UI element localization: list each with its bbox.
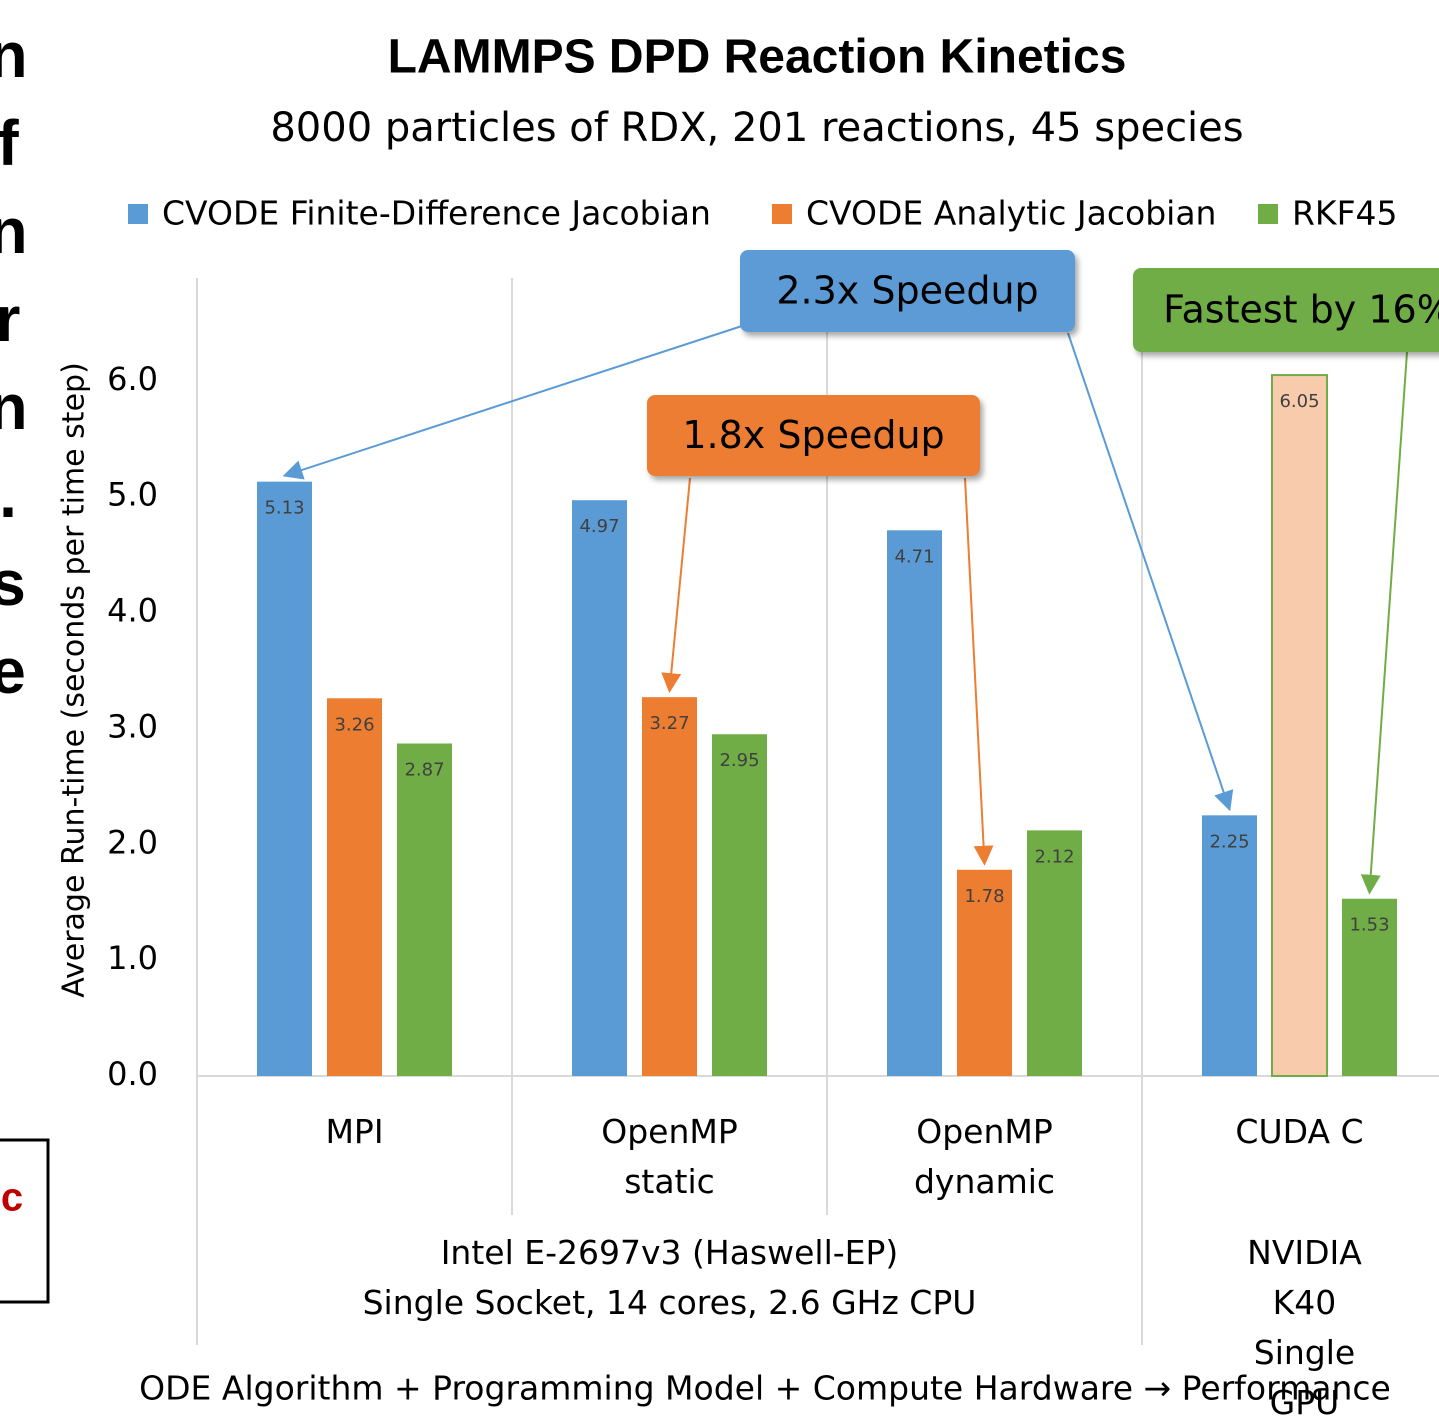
x-tick-label: OpenMP static bbox=[601, 1112, 738, 1201]
y-tick-label: 2.0 bbox=[107, 823, 158, 861]
chart-title: LAMMPS DPD Reaction Kinetics bbox=[388, 31, 1127, 84]
value-label: 2.12 bbox=[1034, 846, 1074, 867]
bar bbox=[327, 698, 382, 1076]
y-tick-label: 1.0 bbox=[107, 939, 158, 977]
bar bbox=[572, 500, 627, 1076]
bar bbox=[712, 734, 767, 1076]
bar bbox=[642, 697, 697, 1076]
value-label: 1.78 bbox=[964, 886, 1004, 907]
value-label: 1.53 bbox=[1349, 915, 1389, 936]
side-text: f bbox=[0, 107, 19, 179]
legend-swatch bbox=[128, 204, 148, 224]
group-label: NVIDIA K40 Single GPU bbox=[1247, 1233, 1362, 1422]
value-label: 2.95 bbox=[719, 750, 759, 771]
annotation-text: 2.3x Speedup bbox=[776, 269, 1038, 313]
bar bbox=[1202, 815, 1257, 1076]
legend-label: CVODE Analytic Jacobian bbox=[806, 194, 1216, 233]
y-tick-label: 6.0 bbox=[107, 360, 158, 398]
annotation-arrow bbox=[661, 477, 691, 694]
annotation-arrow bbox=[282, 324, 746, 480]
bar bbox=[397, 743, 452, 1076]
group-label: Intel E-2697v3 (Haswell-EP) Single Socke… bbox=[362, 1233, 977, 1322]
y-tick-label: 4.0 bbox=[107, 592, 158, 630]
side-text: r bbox=[0, 283, 20, 355]
annotation-text: Fastest by 16% bbox=[1163, 288, 1439, 332]
annotation-box bbox=[647, 395, 980, 476]
legend-label: CVODE Finite-Difference Jacobian bbox=[162, 194, 711, 233]
legend-label: RKF45 bbox=[1292, 194, 1398, 233]
legend-swatch bbox=[772, 204, 792, 224]
chart-subtitle: 8000 particles of RDX, 201 reactions, 45… bbox=[270, 105, 1243, 151]
bar bbox=[887, 530, 942, 1076]
side-text: n bbox=[0, 195, 28, 267]
side-box bbox=[0, 1138, 50, 1304]
y-tick-label: 0.0 bbox=[107, 1055, 158, 1093]
side-text: n bbox=[0, 371, 28, 443]
side-text: e bbox=[0, 635, 26, 707]
y-axis-label: Average Run-time (seconds per time step) bbox=[57, 362, 92, 998]
value-label: 3.26 bbox=[334, 714, 374, 735]
annotation-text: 1.8x Speedup bbox=[682, 413, 944, 457]
bar bbox=[1342, 898, 1397, 1076]
y-tick-label: 3.0 bbox=[107, 707, 158, 745]
value-label: 2.25 bbox=[1209, 831, 1249, 852]
value-label: 2.87 bbox=[404, 759, 444, 780]
value-label: 4.97 bbox=[579, 516, 619, 537]
x-tick-label: OpenMP dynamic bbox=[913, 1112, 1056, 1201]
side-text: s bbox=[0, 547, 26, 619]
x-tick-label: MPI bbox=[325, 1112, 384, 1151]
x-axis-label: ODE Algorithm + Programming Model + Comp… bbox=[139, 1369, 1391, 1408]
value-label: 6.05 bbox=[1279, 391, 1319, 412]
legend-swatch bbox=[1258, 204, 1278, 224]
bar bbox=[1027, 830, 1082, 1076]
side-text: . bbox=[0, 459, 17, 531]
annotation-box bbox=[1133, 268, 1439, 352]
annotation-arrow bbox=[1360, 351, 1408, 895]
side-text: n bbox=[0, 19, 28, 91]
annotation-arrow bbox=[964, 477, 994, 866]
x-tick-label: CUDA C bbox=[1235, 1112, 1364, 1151]
bar bbox=[257, 481, 312, 1077]
side-box-text: c bbox=[1, 1176, 23, 1220]
value-label: 4.71 bbox=[894, 546, 934, 567]
value-label: 3.27 bbox=[649, 713, 689, 734]
bar bbox=[1271, 374, 1328, 1078]
bar bbox=[957, 869, 1012, 1076]
annotation-arrow bbox=[1067, 332, 1234, 812]
annotation-box bbox=[740, 250, 1075, 332]
value-label: 5.13 bbox=[264, 498, 304, 519]
y-tick-label: 5.0 bbox=[107, 476, 158, 514]
